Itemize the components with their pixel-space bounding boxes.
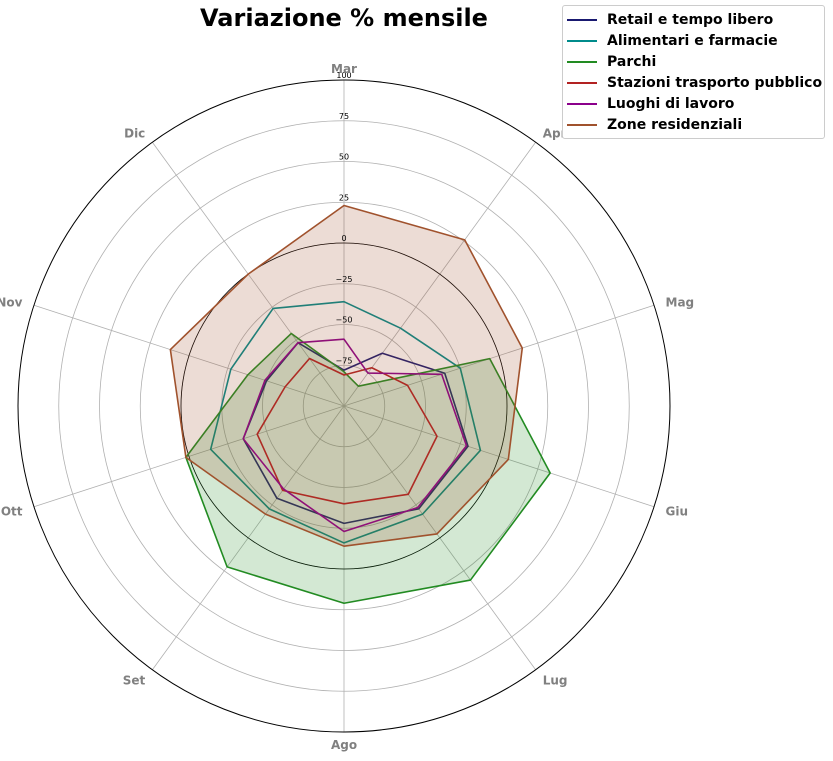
reference-circle bbox=[180, 242, 508, 570]
legend-item: Stazioni trasporto pubblico bbox=[563, 72, 824, 93]
category-label-giu: Giu bbox=[666, 504, 689, 518]
legend-item: Zone residenziali bbox=[563, 114, 824, 135]
polar-frame bbox=[17, 79, 671, 733]
category-label-lug: Lug bbox=[543, 673, 568, 687]
legend-label: Luoghi di lavoro bbox=[607, 95, 735, 112]
legend-item: Retail e tempo libero bbox=[563, 9, 824, 30]
category-label-nov: Nov bbox=[0, 296, 23, 310]
r-tick-label: −25 bbox=[336, 275, 353, 284]
category-label-dic: Dic bbox=[124, 127, 145, 141]
chart-title: Variazione % mensile bbox=[200, 4, 488, 32]
legend-label: Retail e tempo libero bbox=[607, 11, 774, 28]
category-label-apr: Apr bbox=[543, 127, 567, 141]
legend-swatch bbox=[567, 102, 597, 105]
r-tick-label: 75 bbox=[339, 112, 349, 121]
legend-swatch bbox=[567, 81, 597, 84]
r-tick-label: −50 bbox=[336, 316, 353, 325]
legend-swatch bbox=[567, 60, 597, 63]
r-tick-label: −75 bbox=[336, 356, 353, 365]
category-label-mag: Mag bbox=[666, 296, 695, 310]
legend-label: Parchi bbox=[607, 53, 657, 70]
series-3-line bbox=[256, 357, 438, 505]
legend-item: Alimentari e farmacie bbox=[563, 30, 824, 51]
category-label-ago: Ago bbox=[331, 738, 357, 752]
legend-swatch bbox=[567, 18, 597, 21]
legend-item: Luoghi di lavoro bbox=[563, 93, 824, 114]
series-layer bbox=[169, 204, 551, 605]
r-tick-label: 50 bbox=[339, 153, 349, 162]
legend-label: Alimentari e farmacie bbox=[607, 32, 778, 49]
series-1-line bbox=[209, 300, 482, 544]
r-tick-label: 0 bbox=[341, 234, 346, 243]
legend-label: Stazioni trasporto pubblico bbox=[607, 74, 823, 91]
r-tick-label: 25 bbox=[339, 193, 349, 202]
legend-item: Parchi bbox=[563, 51, 824, 72]
series-5-line bbox=[169, 204, 524, 547]
category-label-mar: Mar bbox=[331, 62, 357, 76]
legend: Retail e tempo libero Alimentari e farmac… bbox=[562, 5, 825, 139]
series-0-line bbox=[242, 341, 469, 525]
legend-swatch bbox=[567, 39, 597, 42]
r-tick-label: 100 bbox=[336, 71, 351, 80]
legend-swatch bbox=[567, 123, 597, 126]
legend-label: Zone residenziali bbox=[607, 116, 743, 133]
category-label-set: Set bbox=[123, 673, 146, 687]
series-4-line bbox=[242, 338, 468, 533]
category-label-ott: Ott bbox=[1, 504, 23, 518]
